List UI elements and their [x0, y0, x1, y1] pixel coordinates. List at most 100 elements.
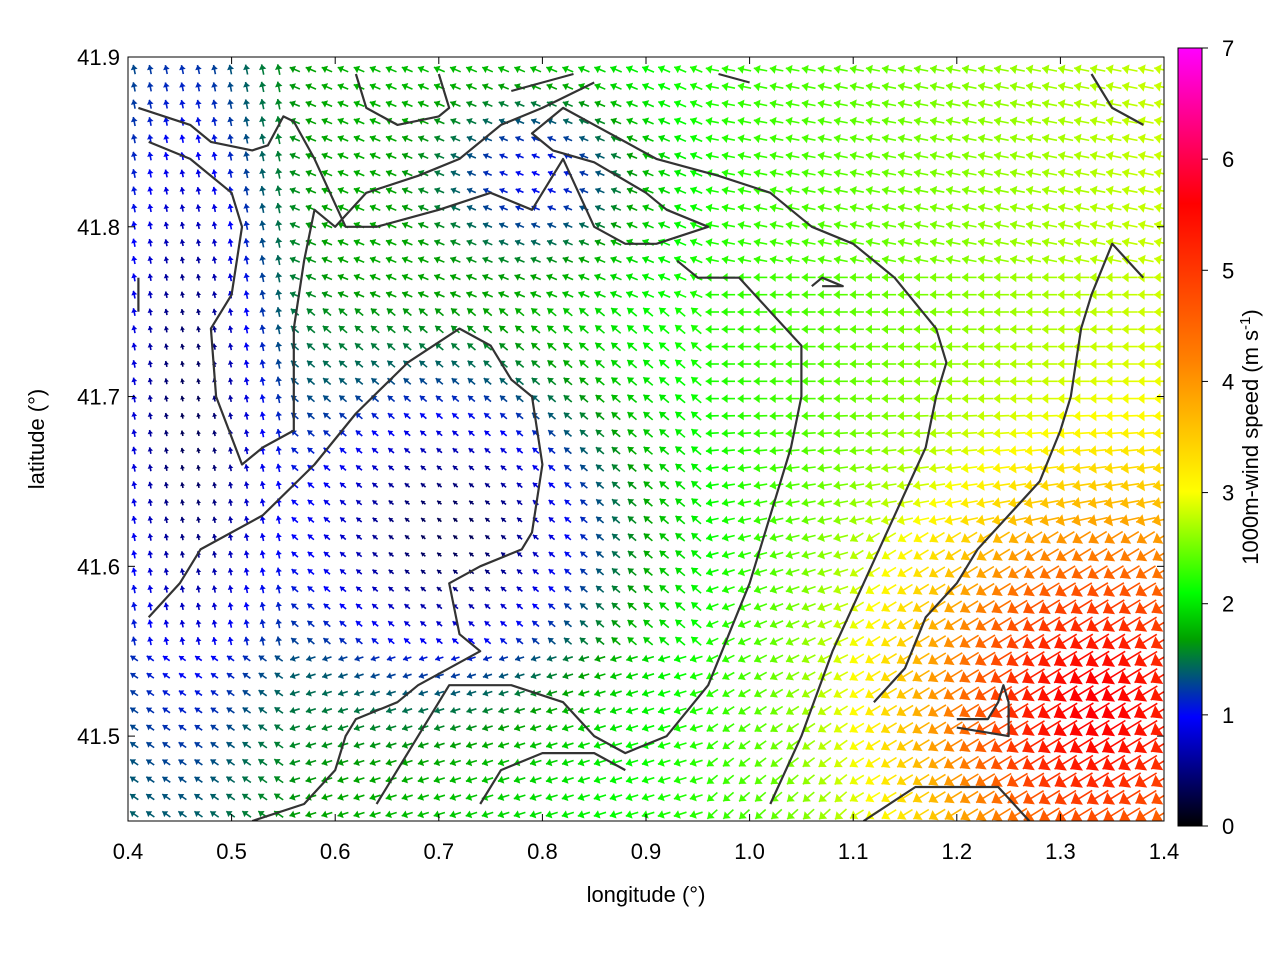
wind-vector-head: [722, 464, 728, 473]
wind-vector-head: [786, 307, 792, 316]
wind-vector-head: [1039, 775, 1051, 788]
wind-vector-head: [946, 307, 952, 317]
wind-vector-head: [1136, 602, 1148, 614]
wind-vector-head: [1026, 220, 1033, 230]
wind-vector-head: [882, 359, 888, 369]
wind-vector-head: [802, 325, 808, 334]
wind-vector-head: [976, 585, 986, 596]
wind-vector-head: [1090, 272, 1097, 282]
wind-vector-head: [960, 740, 971, 752]
wind-vector-head: [946, 186, 953, 195]
wind-vector-head: [819, 776, 827, 784]
wind-vector-head: [898, 428, 905, 438]
wind-vector-head: [722, 429, 728, 438]
wind-vector-head: [1042, 238, 1049, 248]
wind-vector-head: [850, 307, 856, 316]
wind-vector-head: [802, 203, 809, 212]
wind-vector-head: [913, 758, 923, 768]
wind-vector-head: [881, 724, 890, 734]
wind-vector-head: [850, 498, 857, 508]
wind-vector-head: [1009, 445, 1016, 456]
wind-vector-head: [738, 516, 745, 525]
wind-vector-head: [834, 498, 841, 507]
wind-vector-head: [960, 758, 971, 769]
wind-vector-head: [994, 394, 1001, 404]
wind-vector-head: [994, 220, 1001, 230]
wind-vector-head: [802, 186, 809, 195]
wind-vector-head: [993, 497, 1001, 508]
wind-vector-head: [1120, 584, 1132, 596]
wind-vector-head: [993, 428, 1000, 438]
wind-vector-head: [1122, 359, 1129, 369]
wind-vector-head: [1151, 705, 1164, 718]
wind-vector-head: [866, 758, 875, 767]
wind-vector-head: [1103, 792, 1115, 805]
wind-vector-head: [722, 481, 728, 490]
wind-vector-head: [1007, 654, 1019, 667]
wind-vector-head: [818, 394, 824, 403]
wind-vector-head: [898, 290, 904, 300]
wind-vector-head: [834, 255, 841, 264]
wind-vector-head: [977, 428, 984, 438]
wind-vector-head: [1038, 705, 1051, 719]
wind-vector-head: [1088, 567, 1099, 579]
wind-vector-head: [1058, 290, 1065, 300]
wind-vector-head: [1090, 238, 1097, 248]
wind-vector-head: [738, 394, 744, 403]
wind-vector-head: [929, 568, 938, 578]
wind-vector-head: [722, 498, 729, 507]
wind-vector-head: [865, 515, 873, 525]
wind-vector-head: [960, 688, 971, 700]
wind-vector-head: [1151, 740, 1163, 753]
wind-vector-head: [1153, 497, 1162, 509]
wind-vector-head: [1025, 411, 1032, 421]
wind-vector-head: [945, 428, 952, 438]
wind-vector-head: [897, 463, 904, 473]
wind-vector-head: [722, 325, 728, 334]
wind-vector-head: [834, 742, 843, 750]
wind-vector-head: [1074, 290, 1081, 300]
wind-vector-head: [850, 186, 857, 195]
wind-vector-head: [978, 307, 984, 317]
wind-vector-head: [1153, 445, 1161, 456]
wind-vector-head: [1152, 567, 1163, 579]
wind-vector-head: [722, 412, 728, 421]
wind-vector-head: [1058, 272, 1065, 282]
wind-vector-head: [1007, 671, 1019, 684]
wind-vector-head: [1122, 290, 1129, 300]
wind-vector-head: [1090, 324, 1097, 334]
wind-vector-head: [962, 203, 969, 212]
wind-vector-head: [1056, 497, 1065, 509]
wind-vector-head: [850, 411, 856, 421]
wind-vector-head: [738, 290, 744, 299]
wind-vector-head: [786, 394, 792, 403]
wind-vector-head: [898, 377, 904, 387]
wind-vector-head: [754, 516, 761, 525]
wind-vector-head: [754, 256, 761, 265]
wind-vector-head: [946, 533, 955, 543]
wind-vector-head: [739, 742, 747, 750]
wind-vector-head: [1073, 480, 1081, 492]
wind-vector-head: [834, 186, 841, 195]
wind-vector-head: [1154, 272, 1161, 282]
wind-vector-head: [1122, 324, 1129, 334]
wind-vector-head: [1010, 238, 1017, 248]
wind-vector-head: [945, 550, 954, 560]
wind-vector-head: [834, 221, 841, 230]
wind-vector-head: [866, 203, 873, 212]
wind-vector-head: [1122, 168, 1129, 178]
wind-vector-head: [1136, 514, 1145, 526]
wind-vector-head: [1118, 740, 1131, 754]
wind-vector-head: [866, 186, 873, 195]
wind-vector-head: [1039, 602, 1051, 614]
wind-vector-head: [1138, 238, 1146, 248]
wind-vector-head: [1039, 792, 1051, 804]
wind-vector-head: [978, 203, 985, 213]
wind-vector-head: [1026, 290, 1032, 300]
wind-vector-head: [1106, 376, 1113, 386]
wind-vector-head: [992, 619, 1003, 631]
wind-vector-head: [1090, 393, 1097, 403]
wind-vector-head: [944, 654, 955, 665]
wind-vector-head: [914, 568, 923, 578]
wind-vector-head: [1105, 445, 1113, 456]
